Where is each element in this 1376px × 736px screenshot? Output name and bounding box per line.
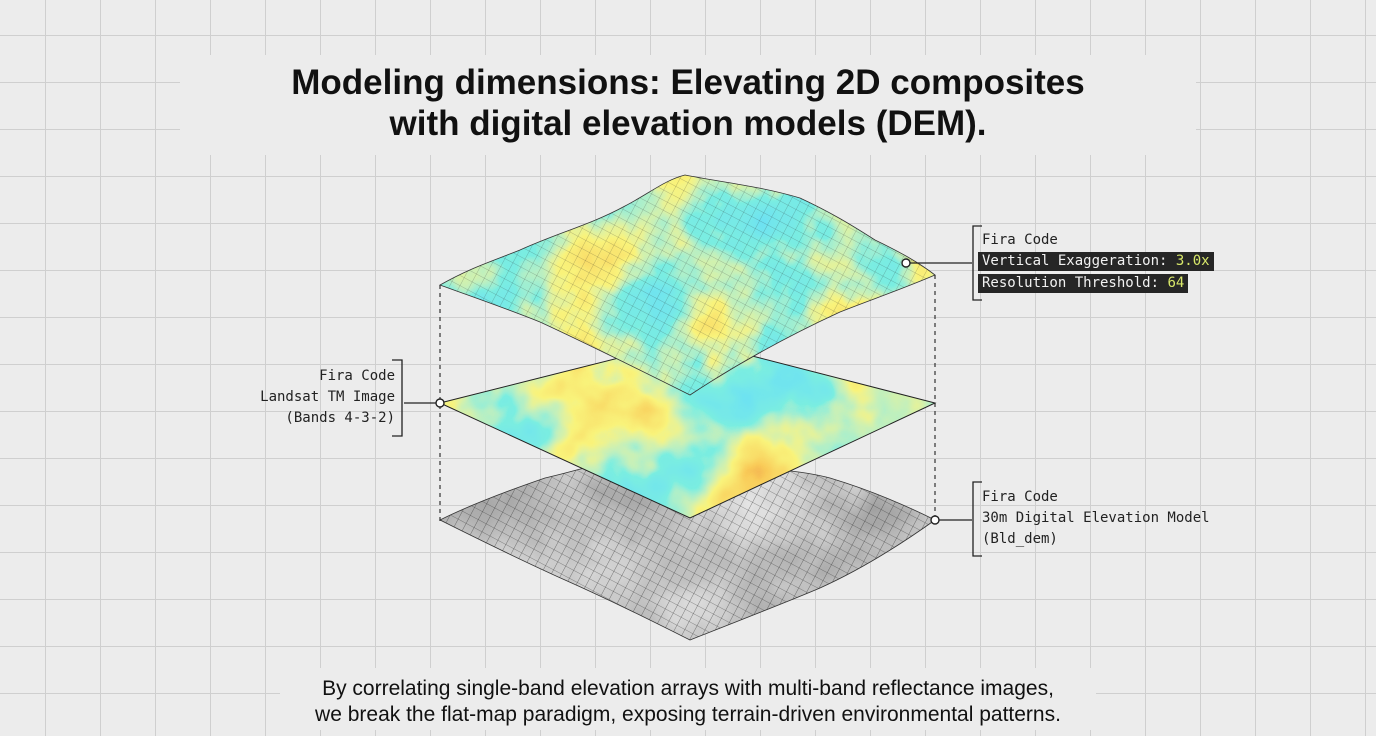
title-backdrop [180,55,1196,155]
title-line-1: Modeling dimensions: Elevating 2D compos… [291,63,1085,102]
resolution-threshold-label: Resolution Threshold: [982,275,1160,291]
surface-label-font: Fira Code [982,232,1058,248]
dem-label-name: 30m Digital Elevation Model [982,510,1210,526]
landsat-label-detail: (Bands 4-3-2) [285,410,395,426]
surface-settings-label: Fira Code Vertical Exaggeration: 3.0x Re… [978,230,1214,295]
vertical-exaggeration-value: 3.0x [1175,253,1210,269]
caption: By correlating single-band elevation arr… [0,676,1376,728]
vertical-exaggeration-badge: Vertical Exaggeration: 3.0x [978,252,1214,271]
dem-label: Fira Code 30m Digital Elevation Model (B… [982,487,1210,550]
resolution-threshold-badge: Resolution Threshold: 64 [978,274,1189,293]
vertical-guides [439,275,936,640]
caption-line-1: By correlating single-band elevation arr… [322,677,1054,700]
callout-anchor-points [435,258,940,525]
caption-backdrop [280,668,1096,730]
landsat-label-name: Landsat TM Image [260,389,395,405]
elevated-composite-layer [439,174,936,396]
dem-label-detail: (Bld_dem) [982,531,1058,547]
caption-line-2: we break the flat-map paradigm, exposing… [315,703,1061,726]
page-title: Modeling dimensions: Elevating 2D compos… [0,62,1376,144]
callout-connectors [392,225,982,557]
vertical-exaggeration-label: Vertical Exaggeration: [982,253,1168,269]
landsat-label: Fira Code Landsat TM Image (Bands 4-3-2) [240,366,395,429]
landsat-label-font: Fira Code [319,368,395,384]
dem-label-font: Fira Code [982,489,1058,505]
resolution-threshold-value: 64 [1167,275,1185,291]
title-line-2: with digital elevation models (DEM). [389,104,987,143]
